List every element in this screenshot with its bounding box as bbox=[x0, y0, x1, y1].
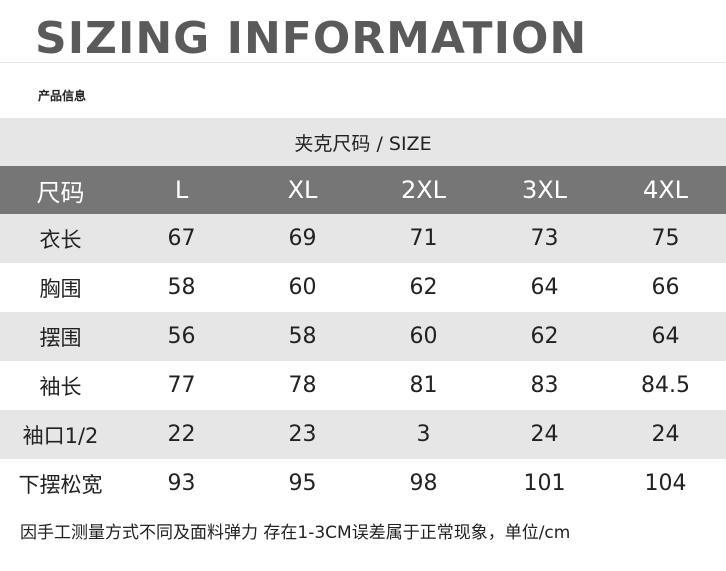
table-row: 胸围 58 60 62 64 66 bbox=[0, 263, 726, 312]
table-cell: 58 bbox=[167, 275, 196, 300]
table-cell: 78 bbox=[288, 373, 317, 398]
row-label: 袖口1/2 bbox=[22, 423, 99, 448]
table-cell: 95 bbox=[288, 471, 317, 496]
table-cell: 23 bbox=[288, 422, 317, 447]
table-cell: 64 bbox=[530, 275, 559, 300]
header-cell-4xl: 4XL bbox=[642, 176, 689, 204]
table-caption: 夹克尺码 / SIZE bbox=[0, 118, 726, 166]
page-title: SIZING INFORMATION bbox=[35, 13, 588, 64]
table-cell: 98 bbox=[409, 471, 438, 496]
table-row: 下摆松宽 93 95 98 101 104 bbox=[0, 459, 726, 508]
table-cell: 58 bbox=[288, 324, 317, 349]
table-cell: 24 bbox=[530, 422, 559, 447]
table-cell: 64 bbox=[651, 324, 680, 349]
table-cell: 77 bbox=[167, 373, 196, 398]
table-cell: 24 bbox=[651, 422, 680, 447]
header-cell-3xl: 3XL bbox=[521, 176, 568, 204]
table-row: 衣长 67 69 71 73 75 bbox=[0, 214, 726, 263]
table-cell: 22 bbox=[167, 422, 196, 447]
row-label: 胸围 bbox=[39, 276, 82, 301]
header-cell-2xl: 2XL bbox=[400, 176, 447, 204]
table-header-row: 尺码 L XL 2XL 3XL 4XL bbox=[0, 166, 726, 214]
table-cell: 73 bbox=[530, 226, 559, 251]
section-subtitle: 产品信息 bbox=[38, 89, 87, 103]
table-cell: 75 bbox=[651, 226, 680, 251]
table-cell: 60 bbox=[288, 275, 317, 300]
table-cell: 69 bbox=[288, 226, 317, 251]
title-divider bbox=[0, 62, 726, 63]
table-cell: 71 bbox=[409, 226, 438, 251]
table-row: 摆围 56 58 60 62 64 bbox=[0, 312, 726, 361]
table-row: 袖口1/2 22 23 3 24 24 bbox=[0, 410, 726, 459]
table-cell: 56 bbox=[167, 324, 196, 349]
row-label: 下摆松宽 bbox=[18, 472, 103, 497]
table-cell: 83 bbox=[530, 373, 559, 398]
header-cell-l: L bbox=[174, 176, 189, 204]
table-cell: 81 bbox=[409, 373, 438, 398]
table-cell: 101 bbox=[523, 471, 566, 496]
table-cell: 3 bbox=[416, 422, 431, 447]
table-cell: 62 bbox=[409, 275, 438, 300]
row-label: 摆围 bbox=[39, 325, 82, 350]
table-row: 袖长 77 78 81 83 84.5 bbox=[0, 361, 726, 410]
table-cell: 66 bbox=[651, 275, 680, 300]
header-cell-size: 尺码 bbox=[36, 178, 85, 207]
table-cell: 104 bbox=[644, 471, 687, 496]
measurement-note: 因手工测量方式不同及面料弹力 存在1-3CM误差属于正常现象，单位/cm bbox=[20, 523, 571, 543]
table-cell: 93 bbox=[167, 471, 196, 496]
table-cell: 60 bbox=[409, 324, 438, 349]
table-cell: 84.5 bbox=[641, 373, 690, 398]
table-cell: 62 bbox=[530, 324, 559, 349]
row-label: 袖长 bbox=[39, 374, 82, 399]
header-cell-xl: XL bbox=[287, 176, 318, 204]
size-table: 尺码 L XL 2XL 3XL 4XL 衣长 67 69 71 73 75 胸围… bbox=[0, 166, 726, 508]
table-cell: 67 bbox=[167, 226, 196, 251]
row-label: 衣长 bbox=[39, 227, 82, 252]
